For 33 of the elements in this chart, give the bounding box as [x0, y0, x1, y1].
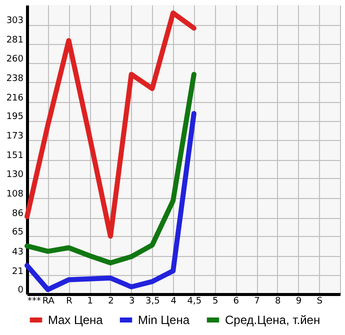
x-tick-label: 5 [212, 296, 218, 306]
x-tick-label: *** [28, 296, 42, 306]
x-tick-label: RA [42, 296, 56, 306]
y-tick-label: 303 [6, 16, 24, 26]
x-tick-label: 3,5 [146, 296, 160, 306]
y-tick-label: 43 [12, 247, 24, 258]
x-tick-label: 4,5 [187, 296, 202, 306]
x-tick-label: 2 [108, 296, 114, 306]
y-tick-label: 238 [6, 74, 24, 84]
y-tick-label: 173 [6, 132, 24, 142]
y-tick-label: 65 [12, 228, 24, 238]
x-tick-label: 1 [87, 296, 93, 306]
x-tick-label: 6 [233, 296, 240, 306]
x-tick-label: R [66, 296, 72, 306]
y-tick-label: 260 [6, 54, 24, 64]
legend-label: Сред.Цена, т.йен [225, 313, 320, 327]
y-tick-label: 108 [6, 189, 24, 200]
x-tick-label: S [316, 296, 323, 306]
y-tick-label: 0 [18, 286, 24, 296]
y-tick-label: 195 [6, 112, 24, 122]
legend-label: Min Цена [138, 313, 190, 327]
y-tick-label: 281 [6, 36, 24, 46]
x-tick-label: 7 [254, 296, 260, 306]
x-tick-label: 4 [170, 296, 177, 306]
x-tick-label: 8 [275, 296, 282, 306]
legend-label: Max Цена [48, 313, 104, 327]
y-tick-label: 151 [6, 151, 24, 162]
y-tick-label: 86 [12, 209, 24, 220]
x-tick-label: 9 [296, 296, 302, 306]
y-tick-label: 21 [12, 266, 24, 277]
y-tick-label: 216 [6, 93, 24, 104]
y-tick-label: 130 [6, 170, 24, 180]
x-tick-label: 3 [128, 296, 135, 306]
